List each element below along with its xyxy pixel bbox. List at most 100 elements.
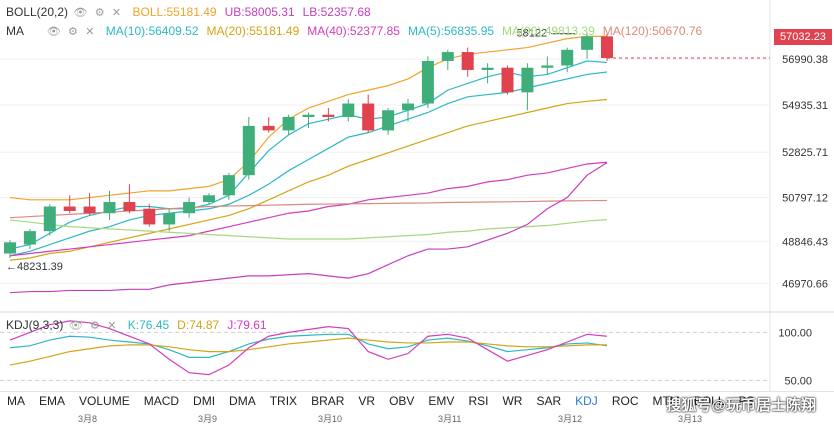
candle-body <box>4 242 16 254</box>
series-line-boll <box>9 98 608 261</box>
y-tick-label: 48846.43 <box>782 236 828 248</box>
date-label: 3月9 <box>198 414 218 424</box>
y-tick-label: 54935.31 <box>782 100 828 112</box>
ma-legend-name: MA <box>6 24 24 38</box>
candle-body <box>302 114 315 117</box>
candle-body <box>402 103 414 111</box>
tab-mtm[interactable]: MTM <box>652 394 680 408</box>
series-line-ma40 <box>9 161 608 257</box>
series-line-ma5 <box>9 60 608 250</box>
candle-body <box>43 206 56 232</box>
tab-dmi[interactable]: DMI <box>193 394 216 408</box>
series-line-ma90 <box>9 219 608 240</box>
current-price-tag: 57032.23 <box>774 29 832 45</box>
series-line-ma120 <box>9 199 608 219</box>
candle-body <box>601 36 613 59</box>
ma-legend-values: MA(10):56409.52 MA(20):55181.49 MA(40):523… <box>106 24 710 38</box>
tab-macd[interactable]: MACD <box>143 394 180 408</box>
candle-body <box>262 125 275 131</box>
eye-icon[interactable]: 👁 <box>73 7 88 19</box>
tab-trix[interactable]: TRIX <box>269 394 298 408</box>
tab-ps[interactable]: PS <box>738 394 755 408</box>
candle-body <box>481 67 494 70</box>
divider <box>0 391 834 392</box>
tab-volume[interactable]: VOLUME <box>79 394 130 408</box>
high-annotation: 58122 <box>517 28 548 40</box>
tab-obv[interactable]: OBV <box>389 394 415 408</box>
tab-boll[interactable]: BOLL <box>693 394 725 408</box>
date-label: 3月8 <box>78 414 98 424</box>
tab-vr[interactable]: VR <box>358 394 376 408</box>
candle-body <box>23 231 36 245</box>
candle-body <box>441 52 454 62</box>
candle-body <box>143 208 156 225</box>
y-tick-label: 52825.71 <box>782 147 828 159</box>
date-label: 3月11 <box>438 414 462 424</box>
tab-wr[interactable]: WR <box>502 394 523 408</box>
low-annotation: ←48231.39 <box>6 261 63 273</box>
date-label: 3月12 <box>558 414 583 424</box>
gear-icon[interactable]: ⚙ <box>68 26 78 38</box>
tab-roc[interactable]: ROC <box>611 394 639 408</box>
candle-body <box>103 202 116 214</box>
boll-legend-values: BOLL:55181.49 UB:58005.31 LB:52357.68 <box>132 5 378 19</box>
kdj-legend-name: KDJ(9,3,3) <box>6 318 64 332</box>
series-line-lb <box>9 162 608 294</box>
boll-legend-item: UB:58005.31 <box>224 5 295 19</box>
ma-legend-item: MA(120):50670.76 <box>602 24 703 38</box>
candle-body <box>222 175 235 196</box>
eye-icon[interactable]: 👁 <box>68 320 83 332</box>
boll-legend-name: BOLL(20,2) <box>6 5 69 19</box>
ma-legend-item: MA(20):55181.49 <box>206 24 300 38</box>
tab-emv[interactable]: EMV <box>428 394 455 408</box>
eye-icon[interactable]: 👁 <box>46 26 61 38</box>
gear-icon[interactable]: ⚙ <box>94 7 105 19</box>
close-icon[interactable]: ✕ <box>111 7 122 19</box>
price-chart: 56990.38 54935.31 52825.71 50797.12 48846.43… <box>0 0 834 392</box>
tab-ma[interactable]: MA <box>7 394 25 408</box>
candle-body <box>83 206 96 214</box>
boll-legend-item: LB:52357.68 <box>302 5 371 19</box>
candle-body <box>242 125 255 176</box>
date-label: 3月10 <box>318 414 343 424</box>
kdj-line-k <box>9 333 608 358</box>
date-label: 3月13 <box>678 414 703 424</box>
close-icon[interactable]: ✕ <box>85 26 95 38</box>
kdj-legend-values: K:76.45 D:74.87 J:79.61 <box>128 318 275 332</box>
candle-body <box>501 67 514 93</box>
tab-sar[interactable]: SAR <box>536 394 562 408</box>
y-tick-label: 50797.12 <box>782 193 828 205</box>
kdj-tick-label: 50.00 <box>784 375 812 387</box>
ma-legend-item: MA(90):49813.39 <box>502 24 595 38</box>
y-tick-label: 46970.66 <box>782 278 828 290</box>
candle-body <box>203 195 215 203</box>
gear-icon[interactable]: ⚙ <box>90 320 100 332</box>
candle-body <box>342 103 355 117</box>
boll-legend-item: BOLL:55181.49 <box>132 5 217 19</box>
candle-body <box>421 61 434 104</box>
tab-dma[interactable]: DMA <box>229 394 256 408</box>
kdj-line-j <box>9 320 608 376</box>
candle-body <box>163 213 176 225</box>
candle-body <box>183 202 196 214</box>
kdj-legend-item: K:76.45 <box>127 318 170 332</box>
candle-body <box>382 110 395 131</box>
indicator-tabs: MA EMA VOLUME MACD DMI DMA TRIX BRAR VR OBV EMV RSI… <box>0 392 762 410</box>
kdj-legend-item: J:79.61 <box>227 318 267 332</box>
candle-body <box>322 114 335 117</box>
tab-ema[interactable]: EMA <box>39 394 66 408</box>
tab-kdj[interactable]: KDJ <box>575 394 598 408</box>
y-tick-label: 56990.38 <box>782 54 828 66</box>
candle-body <box>362 103 375 131</box>
candle-body <box>541 65 554 68</box>
candle-body <box>521 67 534 93</box>
tab-rsi[interactable]: RSI <box>468 394 489 408</box>
ma-legend-item: MA(10):56409.52 <box>105 24 199 38</box>
candle-body <box>461 52 474 70</box>
close-icon[interactable]: ✕ <box>107 320 117 332</box>
ma-legend: MA 👁 ⚙ ✕ MA(10):56409.52 MA(20):55181.49 M… <box>6 24 710 39</box>
tab-brar[interactable]: BRAR <box>311 394 345 408</box>
kdj-tick-label: 100.00 <box>778 327 812 339</box>
date-axis: 3月8 3月9 3月10 3月11 3月12 3月13 <box>0 412 834 424</box>
boll-legend: BOLL(20,2) 👁 ⚙ ✕ BOLL:55181.49 UB:58005.3… <box>6 5 379 20</box>
